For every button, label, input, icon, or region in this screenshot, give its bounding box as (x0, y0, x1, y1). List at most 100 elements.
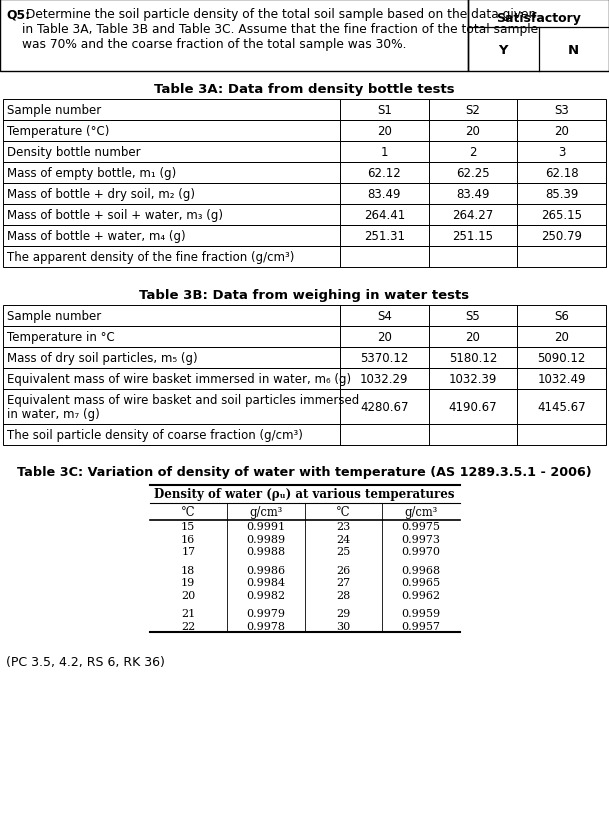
Text: S2: S2 (465, 104, 481, 117)
Text: 250.79: 250.79 (541, 229, 582, 242)
Text: (PC 3.5, 4.2, RS 6, RK 36): (PC 3.5, 4.2, RS 6, RK 36) (6, 656, 165, 668)
Text: 5180.12: 5180.12 (449, 351, 497, 364)
Bar (3, 305, 606, 327)
Text: Density of water (ρᵤ) at various temperatures: Density of water (ρᵤ) at various tempera… (154, 488, 455, 501)
Text: 27: 27 (336, 577, 350, 587)
Text: °C: °C (336, 505, 351, 518)
Text: 85.39: 85.39 (545, 188, 579, 201)
Bar (3, 390, 606, 424)
Text: 21: 21 (181, 609, 195, 618)
Text: 251.31: 251.31 (364, 229, 405, 242)
Text: 28: 28 (336, 590, 350, 600)
Text: 0.9989: 0.9989 (246, 534, 285, 544)
Text: 265.15: 265.15 (541, 209, 582, 222)
Text: S6: S6 (554, 310, 569, 323)
Text: 22: 22 (181, 621, 195, 631)
Bar (3, 142, 606, 163)
Text: 18: 18 (181, 565, 195, 575)
Text: 15: 15 (181, 522, 195, 532)
Text: 4190.67: 4190.67 (449, 400, 498, 414)
Text: 26: 26 (336, 565, 350, 575)
Text: Temperature (°C): Temperature (°C) (7, 124, 110, 138)
Bar (3, 163, 606, 183)
Text: Y: Y (499, 43, 508, 57)
Text: 20: 20 (554, 124, 569, 138)
Bar (3, 100, 606, 121)
Text: 0.9988: 0.9988 (246, 546, 285, 557)
Text: Table 3C: Variation of density of water with temperature (AS 1289.3.5.1 - 2006): Table 3C: Variation of density of water … (17, 466, 592, 479)
Text: 0.9986: 0.9986 (246, 565, 285, 575)
Text: 62.25: 62.25 (456, 167, 490, 180)
Text: 0.9968: 0.9968 (401, 565, 440, 575)
Text: Mass of bottle + soil + water, m₃ (g): Mass of bottle + soil + water, m₃ (g) (7, 209, 223, 222)
Text: g/cm³: g/cm³ (249, 505, 283, 518)
Text: 0.9975: 0.9975 (401, 522, 440, 532)
Bar (468, 0, 609, 72)
Text: Q5:: Q5: (6, 8, 30, 21)
Text: Temperature in °C: Temperature in °C (7, 331, 114, 344)
Text: 264.41: 264.41 (364, 209, 405, 222)
Bar (3, 327, 606, 347)
Text: Sample number: Sample number (7, 310, 101, 323)
Text: Satisfactory: Satisfactory (496, 12, 581, 25)
Bar (3, 424, 606, 446)
Bar (3, 347, 606, 369)
Text: 30: 30 (336, 621, 350, 631)
Text: 0.9970: 0.9970 (401, 546, 440, 557)
Text: 62.18: 62.18 (545, 167, 579, 180)
Text: S5: S5 (466, 310, 481, 323)
Text: °C: °C (181, 505, 195, 518)
Text: 0.9982: 0.9982 (246, 590, 285, 600)
Text: 5370.12: 5370.12 (360, 351, 409, 364)
Text: 0.9965: 0.9965 (401, 577, 440, 587)
Text: 20: 20 (377, 331, 392, 344)
Text: Mass of bottle + dry soil, m₂ (g): Mass of bottle + dry soil, m₂ (g) (7, 188, 195, 201)
Text: Equivalent mass of wire basket immersed in water, m₆ (g): Equivalent mass of wire basket immersed … (7, 373, 351, 386)
Text: 0.9957: 0.9957 (401, 621, 440, 631)
Text: 20: 20 (465, 124, 481, 138)
Text: 251.15: 251.15 (452, 229, 493, 242)
Text: 4280.67: 4280.67 (360, 400, 409, 414)
Text: 264.27: 264.27 (452, 209, 494, 222)
Text: 0.9973: 0.9973 (401, 534, 440, 544)
Text: Equivalent mass of wire basket and soil particles immersed: Equivalent mass of wire basket and soil … (7, 393, 359, 406)
Text: Mass of dry soil particles, m₅ (g): Mass of dry soil particles, m₅ (g) (7, 351, 198, 364)
Text: 20: 20 (465, 331, 481, 344)
Bar (3, 205, 606, 226)
Text: 62.12: 62.12 (367, 167, 401, 180)
Text: Sample number: Sample number (7, 104, 101, 117)
Bar (3, 247, 606, 268)
Text: Mass of bottle + water, m₄ (g): Mass of bottle + water, m₄ (g) (7, 229, 186, 242)
Text: 3: 3 (558, 146, 565, 159)
Text: 2: 2 (470, 146, 477, 159)
Text: g/cm³: g/cm³ (404, 505, 437, 518)
Text: Table 3A: Data from density bottle tests: Table 3A: Data from density bottle tests (154, 83, 455, 95)
Text: Density bottle number: Density bottle number (7, 146, 141, 159)
Text: 20: 20 (181, 590, 195, 600)
Text: 1: 1 (381, 146, 388, 159)
Text: The soil particle density of coarse fraction (g/cm³): The soil particle density of coarse frac… (7, 428, 303, 441)
Text: S1: S1 (377, 104, 392, 117)
Text: 20: 20 (554, 331, 569, 344)
Text: 5090.12: 5090.12 (538, 351, 586, 364)
Bar (3, 121, 606, 142)
Text: 16: 16 (181, 534, 195, 544)
Text: 83.49: 83.49 (456, 188, 490, 201)
Text: Determine the soil particle density of the total soil sample based on the data g: Determine the soil particle density of t… (22, 8, 538, 51)
Text: 1032.49: 1032.49 (537, 373, 586, 386)
Text: 0.9962: 0.9962 (401, 590, 440, 600)
Text: 0.9979: 0.9979 (246, 609, 285, 618)
Bar (3, 226, 606, 247)
Text: in water, m₇ (g): in water, m₇ (g) (7, 408, 100, 420)
Text: 1032.39: 1032.39 (449, 373, 497, 386)
Text: 23: 23 (336, 522, 350, 532)
Text: 25: 25 (336, 546, 350, 557)
Text: Mass of empty bottle, m₁ (g): Mass of empty bottle, m₁ (g) (7, 167, 176, 180)
Text: The apparent density of the fine fraction (g/cm³): The apparent density of the fine fractio… (7, 251, 294, 264)
Text: Table 3B: Data from weighing in water tests: Table 3B: Data from weighing in water te… (139, 288, 470, 301)
Text: N: N (568, 43, 579, 57)
Text: 0.9959: 0.9959 (401, 609, 440, 618)
Text: 0.9984: 0.9984 (246, 577, 285, 587)
Text: S4: S4 (377, 310, 392, 323)
Text: 83.49: 83.49 (368, 188, 401, 201)
